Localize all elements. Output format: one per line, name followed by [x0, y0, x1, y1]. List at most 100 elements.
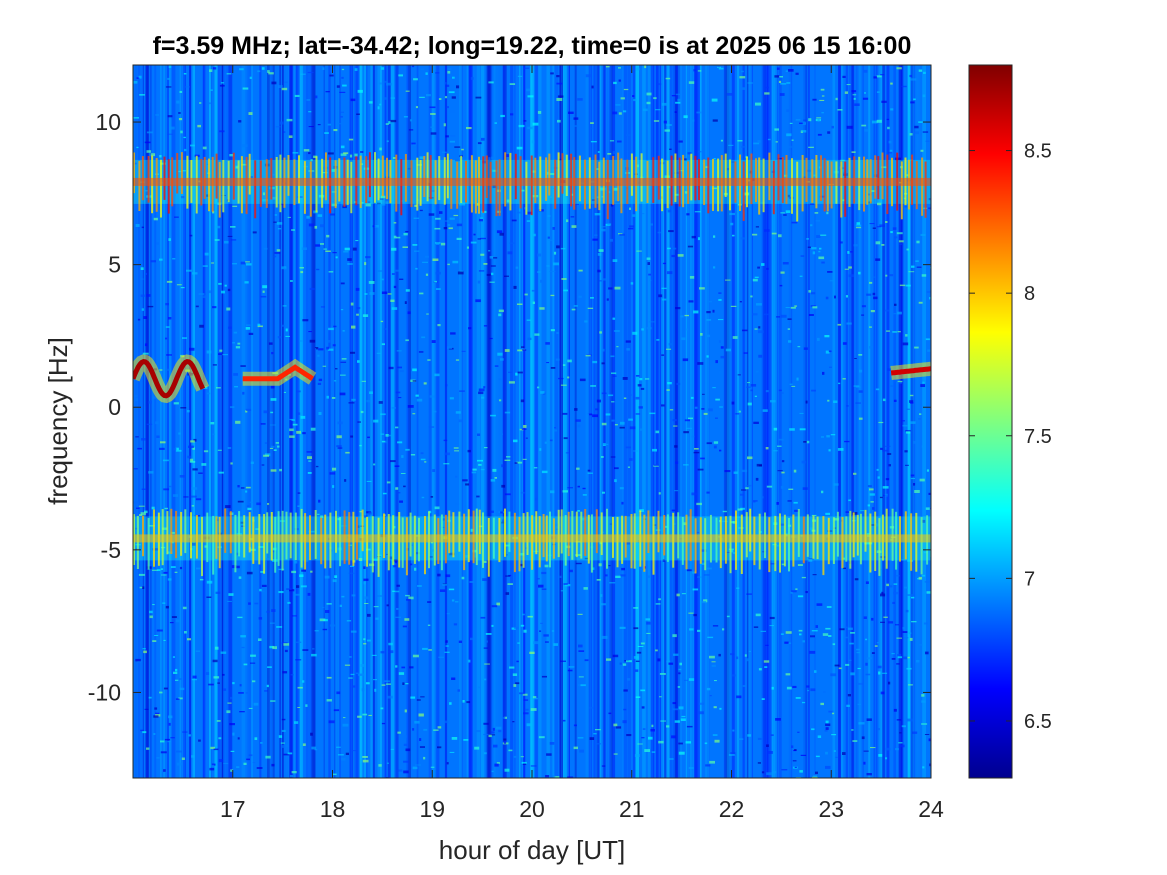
band-tick	[160, 159, 162, 218]
noise-speck	[563, 437, 568, 440]
noise-speck	[780, 392, 784, 394]
noise-streak	[241, 65, 246, 778]
noise-speck	[871, 120, 878, 124]
noise-speck	[658, 492, 661, 495]
noise-speck	[274, 214, 278, 216]
noise-speck	[880, 593, 886, 597]
noise-speck	[745, 484, 752, 487]
noise-speck	[218, 471, 224, 474]
noise-speck	[499, 232, 504, 236]
noise-speck	[517, 642, 520, 644]
noise-speck	[688, 417, 693, 420]
noise-speck	[821, 490, 824, 494]
noise-speck	[163, 639, 166, 641]
noise-speck	[546, 265, 550, 267]
noise-speck	[148, 525, 155, 527]
noise-streak	[183, 65, 186, 778]
noise-speck	[730, 549, 734, 553]
noise-streak	[771, 65, 774, 778]
noise-speck	[336, 746, 341, 748]
noise-speck	[281, 87, 288, 91]
noise-speck	[347, 263, 353, 265]
noise-speck	[597, 253, 602, 256]
noise-speck	[884, 445, 891, 447]
noise-speck	[789, 122, 793, 124]
noise-speck	[352, 685, 356, 688]
noise-streak	[305, 65, 308, 778]
noise-speck	[712, 119, 718, 122]
noise-speck	[665, 77, 671, 80]
noise-speck	[278, 735, 283, 738]
noise-speck	[448, 227, 453, 230]
noise-speck	[706, 442, 712, 445]
noise-speck	[557, 119, 561, 123]
noise-speck	[305, 704, 308, 707]
noise-speck	[707, 636, 714, 639]
band-tick	[478, 509, 481, 554]
noise-speck	[427, 601, 432, 603]
noise-speck	[853, 244, 858, 247]
noise-speck	[169, 622, 174, 624]
noise-streak	[503, 65, 507, 778]
band-tick	[864, 509, 867, 552]
noise-speck	[855, 224, 862, 227]
noise-speck	[911, 621, 917, 623]
noise-speck	[430, 132, 437, 135]
noise-speck	[799, 275, 803, 277]
noise-speck	[422, 647, 428, 650]
noise-speck	[653, 464, 659, 467]
noise-speck	[420, 696, 425, 698]
noise-speck	[332, 467, 337, 471]
noise-streak	[335, 65, 338, 778]
noise-speck	[658, 294, 663, 298]
noise-speck	[350, 435, 354, 438]
noise-speck	[491, 770, 494, 773]
noise-speck	[260, 742, 263, 744]
noise-speck	[425, 273, 429, 276]
noise-speck	[684, 158, 687, 161]
noise-speck	[136, 77, 140, 79]
noise-speck	[794, 509, 799, 512]
noise-speck	[846, 704, 850, 707]
noise-speck	[492, 185, 497, 189]
noise-speck	[893, 591, 899, 595]
noise-speck	[765, 86, 769, 89]
noise-speck	[649, 279, 652, 282]
noise-speck	[498, 378, 502, 381]
noise-speck	[165, 326, 170, 328]
noise-speck	[350, 351, 356, 354]
noise-speck	[797, 564, 803, 566]
noise-streak	[362, 65, 364, 778]
noise-speck	[227, 600, 232, 602]
noise-streak	[647, 65, 651, 778]
noise-speck	[779, 93, 785, 96]
noise-speck	[226, 73, 232, 75]
noise-speck	[684, 419, 690, 422]
noise-speck	[719, 449, 722, 452]
noise-speck	[340, 116, 343, 118]
noise-speck	[787, 318, 792, 320]
noise-speck	[929, 763, 931, 767]
noise-speck	[732, 234, 735, 237]
noise-speck	[708, 408, 713, 412]
noise-speck	[646, 257, 651, 260]
noise-speck	[290, 280, 293, 282]
noise-speck	[455, 359, 460, 361]
noise-speck	[906, 248, 909, 251]
noise-speck	[682, 358, 689, 362]
noise-speck	[522, 349, 527, 351]
noise-speck	[609, 140, 615, 142]
noise-streak	[672, 65, 675, 778]
noise-streak	[896, 65, 898, 778]
noise-speck	[311, 746, 317, 750]
noise-speck	[243, 762, 247, 765]
noise-speck	[484, 447, 488, 449]
noise-speck	[758, 326, 761, 329]
noise-speck	[181, 170, 186, 172]
noise-speck	[737, 508, 743, 511]
noise-speck	[455, 475, 458, 478]
noise-speck	[517, 75, 523, 77]
noise-speck	[308, 331, 312, 333]
noise-speck	[608, 394, 614, 397]
noise-speck	[388, 366, 394, 370]
